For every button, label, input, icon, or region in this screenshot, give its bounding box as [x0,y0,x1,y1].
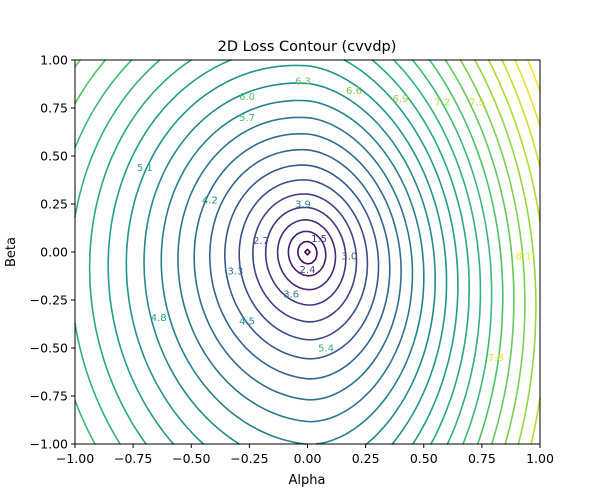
contour-label: 7.5 [469,98,485,109]
contour-label: 5.7 [239,113,255,124]
contour-lines [74,59,541,445]
contour-line-3-9 [160,99,425,445]
y-tick-label: 0.00 [40,245,68,260]
contour-label: 8.1 [516,251,532,262]
x-tick-label: −0.50 [172,451,210,466]
x-tick-label: 0.25 [352,451,380,466]
contour-label: 3.0 [341,251,357,262]
x-tick-label: 0.00 [294,451,322,466]
chart-title: 2D Loss Contour (cvvdp) [218,39,397,55]
contour-line-6-6 [459,59,526,445]
contour-line-6-3 [74,59,515,445]
contour-line-2-4 [238,179,369,341]
x-tick-label: 0.75 [468,451,496,466]
contour-label: 2.7 [253,236,269,247]
contour-label: 2.4 [300,265,316,276]
contour-label: 3.3 [227,267,243,278]
x-tick-label: −0.75 [114,451,152,466]
y-tick-label: −0.75 [30,389,68,404]
x-axis-label: Alpha [289,473,326,488]
contour-label: 7.2 [434,98,450,109]
contour-label: 6.0 [239,92,255,103]
contour-line-4-2 [143,82,436,445]
y-tick-label: 0.75 [40,101,68,116]
contour-line-2-1 [252,193,358,323]
x-tick-label: 0.50 [410,451,438,466]
contour-label: 1.5 [311,234,327,245]
y-tick-label: 0.25 [40,197,68,212]
contour-line-4-8 [107,59,459,445]
contour-line-1-8 [264,206,347,306]
contour-line-4-5 [125,64,448,445]
contour-label: 3.9 [295,200,311,211]
contour-label: 4.8 [151,313,167,324]
contour-line-5-1 [88,59,470,445]
x-tick-label: −0.25 [230,451,268,466]
y-tick-label: −1.00 [30,437,68,452]
contour-label: 5.1 [137,163,153,174]
contour-label: 7.8 [488,353,504,364]
contour-line-1-5 [276,219,337,291]
contour-line-3 [209,148,391,380]
contour-line-0-6 [304,248,311,256]
contour-line-5-4 [74,59,482,445]
contour-line-6-9 [474,59,537,445]
contour-label: 6.6 [346,86,362,97]
y-tick-label: −0.50 [30,341,68,356]
contour-line-8-1 [527,59,541,93]
y-axis-label: Beta [4,237,19,267]
x-axis-ticks: −1.00 −0.75 −0.50 −0.25 0.00 0.25 0.50 0.75 1.00 [56,444,554,466]
contour-line-1-2 [287,230,327,277]
contour-labels: 6.3 6.6 6.9 7.2 7.5 6.0 5.7 5.1 4.2 3.9 2.7 1.5 2.4 3… [137,77,532,365]
contour-label: 3.6 [283,290,299,301]
contour-line-3-6 [177,116,414,423]
contour-label: 6.9 [393,94,409,105]
y-tick-label: 0.50 [40,149,68,164]
x-tick-label: −1.00 [56,451,94,466]
contour-label: 4.2 [202,196,218,207]
contour-line-0-9 [297,240,318,265]
y-tick-label: 1.00 [40,53,68,68]
y-tick-label: −0.25 [30,293,68,308]
contour-label: 6.3 [295,77,311,88]
contour-line-3-3 [193,133,402,401]
contour-line-2-7 [224,164,380,360]
contour-line-5-7 [74,59,493,445]
contour-label: 5.4 [318,344,334,355]
x-tick-label: 1.00 [526,451,554,466]
contour-label: 4.5 [239,317,255,328]
y-axis-ticks: −1.00 −0.75 −0.50 −0.25 0.00 0.25 0.50 0.75 1.00 [30,53,75,452]
